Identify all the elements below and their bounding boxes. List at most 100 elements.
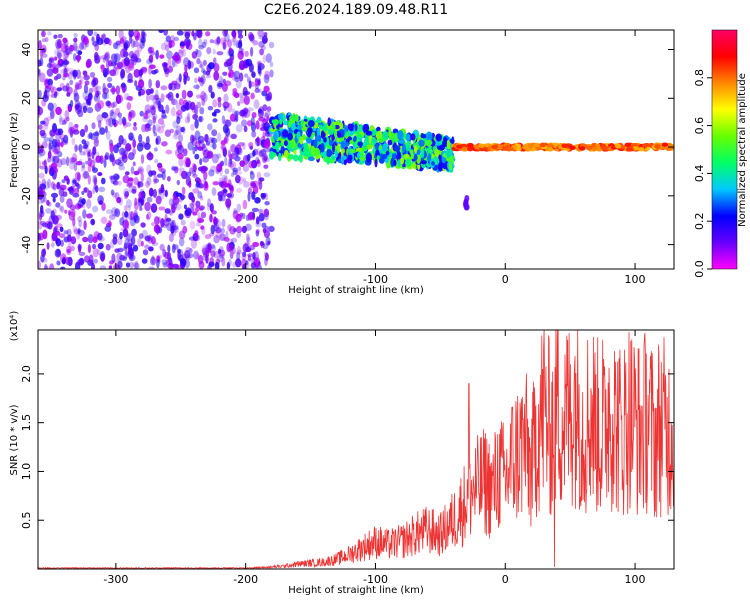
heatmap-cell [242, 181, 250, 188]
heatmap-cell [442, 139, 447, 147]
heatmap-cell [38, 260, 42, 269]
heatmap-cell [239, 109, 246, 117]
heatmap-cell [235, 114, 239, 122]
heatmap-cell [374, 143, 379, 151]
heatmap-cell [212, 118, 218, 123]
heatmap-cell [202, 92, 208, 103]
heatmap-cell [426, 163, 431, 168]
heatmap-cell [170, 98, 178, 106]
heatmap-cell [199, 61, 203, 69]
heatmap-cell [229, 249, 234, 259]
heatmap-cell [189, 101, 196, 111]
heatmap-cell [38, 142, 41, 147]
heatmap-cell [257, 261, 262, 267]
heatmap-cell [51, 62, 57, 69]
heatmap-cell [181, 253, 188, 262]
heatmap-cell [194, 145, 198, 152]
heatmap-cell [163, 30, 168, 36]
heatmap-cell [164, 208, 171, 214]
heatmap-cell [247, 107, 254, 112]
heatmap-cell [172, 196, 180, 206]
heatmap-cell [267, 91, 273, 101]
heatmap-cell [106, 209, 113, 215]
heatmap-cell [211, 129, 218, 137]
heatmap-cell [128, 132, 134, 141]
colorbar-swatch [712, 30, 737, 269]
heatmap-cell [225, 198, 232, 208]
heatmap-cell [227, 182, 233, 191]
heatmap-cell [225, 230, 229, 239]
heatmap-cell [106, 67, 110, 75]
heatmap-cell [220, 37, 227, 46]
heatmap-cell [234, 110, 240, 116]
heatmap-cell [83, 255, 90, 263]
heatmap-cell [230, 152, 235, 160]
heatmap-cell [38, 220, 43, 230]
heatmap-cell [137, 181, 144, 188]
heatmap-cell [256, 148, 261, 157]
heatmap-cell [178, 98, 184, 106]
heatmap-cell [178, 134, 184, 143]
heatmap-cell [118, 134, 124, 145]
heatmap-cell [212, 142, 217, 150]
heatmap-cell [145, 213, 149, 220]
heatmap-cell [201, 41, 207, 49]
y-tick-label: 0 [20, 144, 33, 151]
heatmap-cell [130, 166, 135, 175]
heatmap-cell [341, 156, 345, 165]
heatmap-cell [181, 89, 187, 100]
heatmap-cell [145, 135, 150, 145]
heatmap-cell [261, 35, 268, 44]
heatmap-cell [410, 133, 416, 141]
heatmap-cell [125, 246, 131, 257]
heatmap-cell [72, 179, 77, 184]
heatmap-cell [243, 95, 250, 106]
heatmap-cell [78, 79, 82, 85]
heatmap-cell [137, 79, 145, 89]
heatmap-cell [278, 152, 282, 162]
heatmap-cell [70, 236, 77, 245]
heatmap-cell [216, 51, 224, 56]
heatmap-cell [38, 147, 42, 154]
heatmap-cell [174, 129, 181, 135]
heatmap-cell [65, 256, 71, 266]
heatmap-cell [120, 68, 126, 79]
heatmap-cell [224, 126, 231, 137]
heatmap-cell [148, 78, 152, 89]
heatmap-cell [109, 260, 114, 265]
heatmap-cell [75, 160, 83, 166]
heatmap-cell [145, 123, 151, 129]
heatmap-cell [256, 159, 260, 164]
heatmap-cell [111, 157, 116, 167]
heatmap-cell [109, 69, 116, 77]
heatmap-cell [246, 153, 251, 162]
heatmap-cell [173, 36, 180, 42]
heatmap-cell [95, 151, 100, 158]
heatmap-cell [97, 172, 103, 177]
heatmap-cell [378, 145, 383, 150]
heatmap-cell [73, 32, 78, 38]
heatmap-cell [73, 92, 80, 102]
heatmap-cell [96, 90, 101, 96]
heatmap-cell [185, 101, 190, 111]
heatmap-cell [311, 132, 316, 137]
heatmap-cell [254, 87, 260, 94]
heatmap-cell [64, 109, 70, 119]
heatmap-cell [221, 174, 228, 181]
heatmap-cell [66, 248, 71, 254]
heatmap-cell [83, 71, 89, 78]
heatmap-cell [124, 211, 129, 218]
heatmap-cell [91, 165, 96, 171]
heatmap-cell [142, 115, 149, 123]
heatmap-cell [248, 142, 254, 148]
heatmap-cell [213, 250, 220, 259]
heatmap-cell [138, 233, 144, 240]
heatmap-cell [140, 222, 146, 228]
heatmap-cell [178, 73, 182, 83]
heatmap-cell [399, 157, 405, 165]
heatmap-cell [232, 88, 238, 93]
x-tick-label: 100 [625, 273, 646, 286]
heatmap-cell [127, 248, 135, 259]
heatmap-cell [128, 30, 134, 38]
heatmap-cell [91, 151, 95, 160]
